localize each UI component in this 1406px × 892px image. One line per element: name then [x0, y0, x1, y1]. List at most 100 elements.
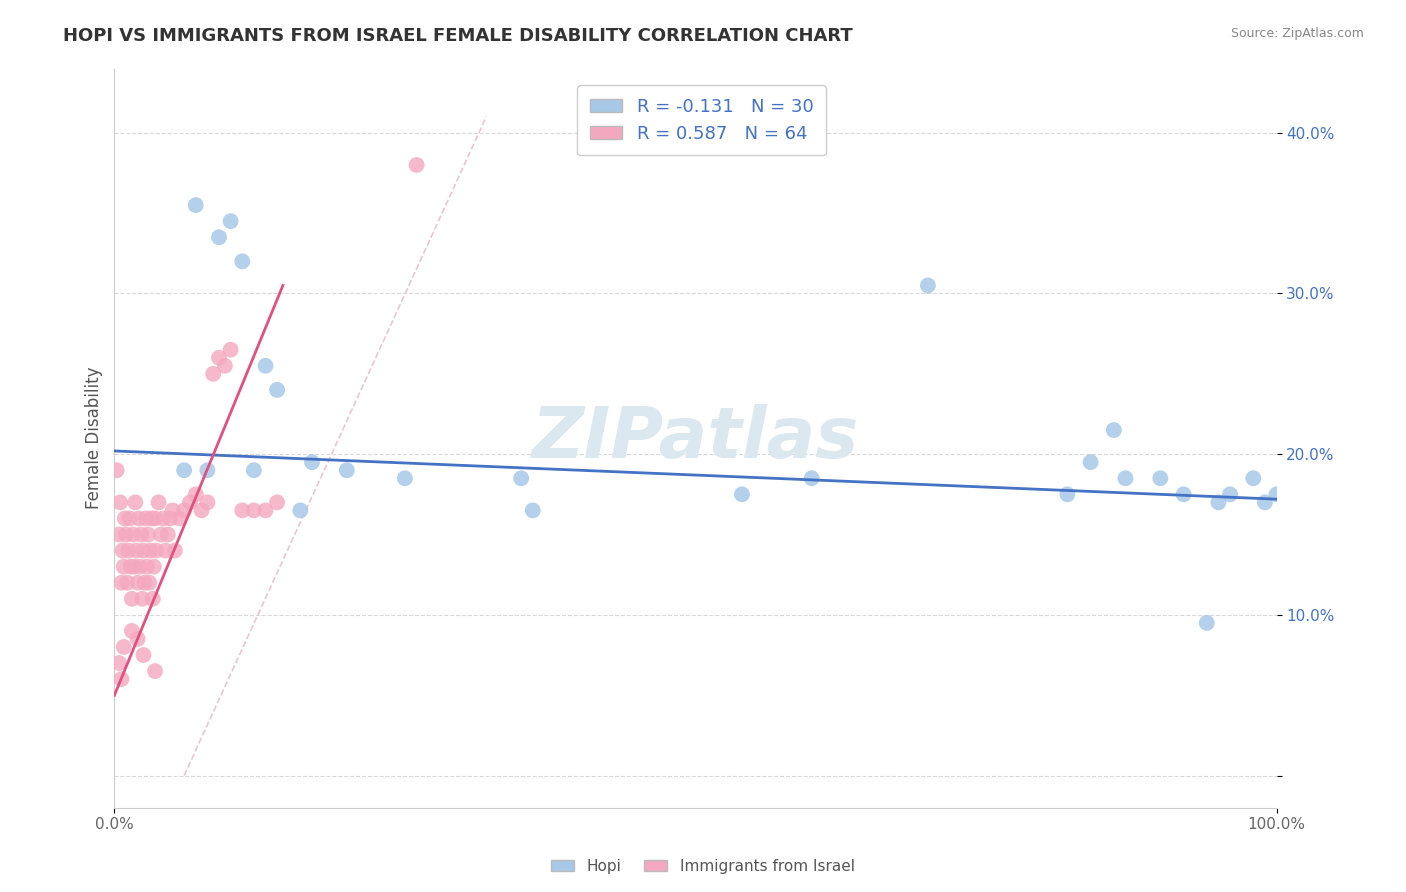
- Text: Source: ZipAtlas.com: Source: ZipAtlas.com: [1230, 27, 1364, 40]
- Point: [135, 511, 157, 525]
- Point: [162, 503, 184, 517]
- Point: [132, 543, 155, 558]
- Point: [127, 575, 149, 590]
- Point: [115, 527, 138, 541]
- Y-axis label: Female Disability: Female Disability: [86, 367, 103, 509]
- Point: [142, 591, 165, 606]
- Point: [118, 511, 141, 525]
- Point: [231, 503, 253, 517]
- Point: [108, 656, 131, 670]
- Point: [731, 487, 754, 501]
- Point: [184, 487, 207, 501]
- Point: [122, 527, 145, 541]
- Point: [1265, 487, 1288, 501]
- Point: [115, 575, 138, 590]
- Legend: Hopi, Immigrants from Israel: Hopi, Immigrants from Israel: [546, 853, 860, 880]
- Point: [1241, 471, 1264, 485]
- Point: [1056, 487, 1078, 501]
- Point: [219, 214, 242, 228]
- Text: ZIPatlas: ZIPatlas: [531, 403, 859, 473]
- Point: [336, 463, 359, 477]
- Point: [405, 158, 427, 172]
- Point: [110, 575, 132, 590]
- Point: [1254, 495, 1277, 509]
- Point: [122, 559, 145, 574]
- Point: [121, 591, 143, 606]
- Point: [1173, 487, 1195, 501]
- Point: [152, 511, 174, 525]
- Point: [510, 471, 533, 485]
- Point: [179, 495, 201, 509]
- Point: [394, 471, 416, 485]
- Point: [131, 591, 153, 606]
- Point: [138, 575, 160, 590]
- Point: [1102, 423, 1125, 437]
- Point: [125, 543, 148, 558]
- Point: [243, 463, 266, 477]
- Point: [1149, 471, 1171, 485]
- Point: [214, 359, 236, 373]
- Point: [139, 543, 162, 558]
- Point: [112, 559, 135, 574]
- Point: [195, 495, 218, 509]
- Point: [155, 543, 177, 558]
- Point: [108, 527, 131, 541]
- Point: [156, 527, 179, 541]
- Legend: R = -0.131   N = 30, R = 0.587   N = 64: R = -0.131 N = 30, R = 0.587 N = 64: [576, 85, 825, 155]
- Point: [124, 495, 146, 509]
- Point: [110, 672, 132, 686]
- Point: [202, 367, 225, 381]
- Point: [120, 559, 142, 574]
- Point: [219, 343, 242, 357]
- Point: [1080, 455, 1102, 469]
- Point: [136, 559, 159, 574]
- Point: [169, 511, 191, 525]
- Point: [105, 463, 128, 477]
- Point: [243, 503, 266, 517]
- Point: [254, 503, 277, 517]
- Point: [254, 359, 277, 373]
- Point: [266, 495, 288, 509]
- Point: [143, 511, 166, 525]
- Point: [301, 455, 323, 469]
- Point: [145, 543, 167, 558]
- Point: [522, 503, 544, 517]
- Point: [1219, 487, 1241, 501]
- Point: [141, 511, 163, 525]
- Point: [1195, 615, 1218, 630]
- Point: [132, 648, 155, 662]
- Point: [143, 664, 166, 678]
- Point: [121, 624, 143, 638]
- Point: [114, 511, 136, 525]
- Text: HOPI VS IMMIGRANTS FROM ISRAEL FEMALE DISABILITY CORRELATION CHART: HOPI VS IMMIGRANTS FROM ISRAEL FEMALE DI…: [63, 27, 853, 45]
- Point: [1114, 471, 1136, 485]
- Point: [800, 471, 823, 485]
- Point: [129, 559, 152, 574]
- Point: [231, 254, 253, 268]
- Point: [208, 230, 231, 244]
- Point: [110, 495, 132, 509]
- Point: [917, 278, 939, 293]
- Point: [117, 543, 139, 558]
- Point: [128, 511, 150, 525]
- Point: [136, 527, 159, 541]
- Point: [111, 543, 134, 558]
- Point: [208, 351, 231, 365]
- Point: [173, 503, 195, 517]
- Point: [190, 503, 212, 517]
- Point: [266, 383, 288, 397]
- Point: [184, 198, 207, 212]
- Point: [1208, 495, 1230, 509]
- Point: [290, 503, 312, 517]
- Point: [142, 559, 165, 574]
- Point: [127, 632, 149, 646]
- Point: [195, 463, 218, 477]
- Point: [159, 511, 181, 525]
- Point: [173, 463, 195, 477]
- Point: [112, 640, 135, 654]
- Point: [149, 527, 172, 541]
- Point: [134, 575, 156, 590]
- Point: [129, 527, 152, 541]
- Point: [148, 495, 170, 509]
- Point: [163, 543, 186, 558]
